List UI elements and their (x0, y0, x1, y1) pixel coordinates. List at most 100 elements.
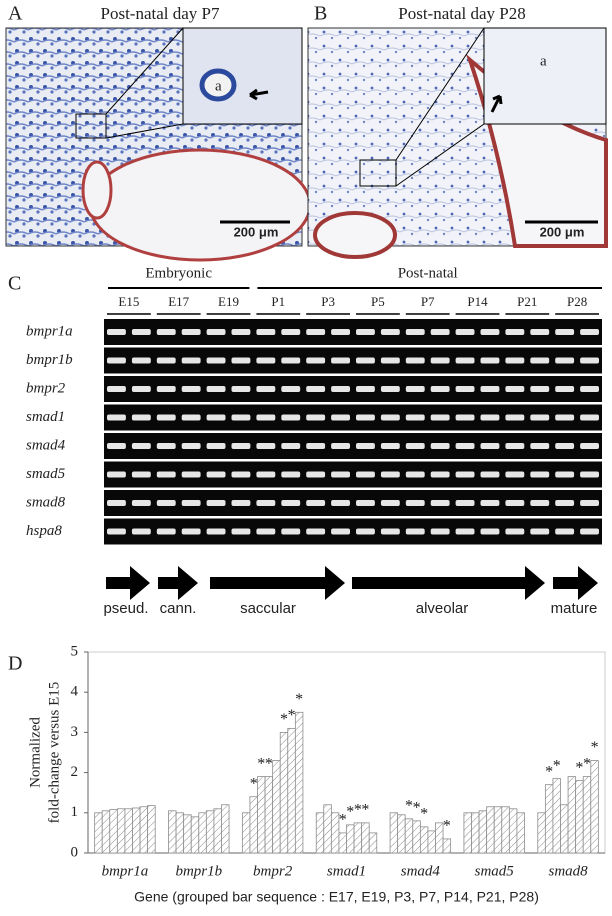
inset-label: a (540, 53, 547, 69)
phase-arrow (553, 566, 598, 600)
bar (323, 804, 332, 854)
band (206, 471, 226, 478)
significance-label: * (405, 798, 413, 815)
panel-label: A (8, 3, 23, 25)
band (181, 386, 201, 392)
band (181, 357, 201, 364)
band (181, 500, 201, 506)
x-tick-label: bmpr1b (175, 863, 222, 879)
significance-label: * (288, 707, 296, 724)
band (455, 329, 475, 335)
band (555, 386, 575, 392)
bar (544, 784, 554, 854)
phase-arrow (158, 566, 198, 600)
stage-label: P14 (467, 294, 488, 309)
bar (419, 826, 429, 854)
bar-chart: D 0 1 2 3 4 5 Normalized fold-change versus E15 b… (8, 643, 606, 905)
band (480, 357, 500, 364)
band (405, 357, 425, 364)
band (480, 386, 500, 392)
band (206, 528, 226, 535)
bar (205, 810, 215, 854)
band (231, 443, 251, 449)
bar (190, 816, 200, 854)
bar (132, 807, 141, 854)
band (430, 528, 450, 535)
bar (493, 806, 503, 854)
significance-label: * (575, 759, 583, 776)
bar (198, 812, 207, 854)
bar (427, 830, 436, 854)
phase-label: saccular (240, 600, 296, 617)
band (256, 471, 276, 478)
band (455, 443, 475, 449)
panel-label: C (8, 273, 21, 295)
significance-label: * (346, 804, 354, 821)
panel-label: D (8, 653, 22, 675)
bar (241, 812, 251, 854)
band (530, 500, 550, 506)
band (580, 443, 599, 449)
bar (389, 812, 399, 854)
significance-label: * (257, 755, 265, 772)
band (107, 414, 126, 421)
bar (279, 732, 289, 854)
band (480, 500, 500, 506)
band (156, 386, 176, 392)
bar (94, 812, 103, 854)
band (181, 528, 201, 535)
band (356, 386, 375, 392)
band (555, 443, 575, 449)
band (256, 386, 276, 392)
band (131, 357, 151, 364)
band (231, 329, 251, 335)
band (256, 528, 276, 535)
band (331, 443, 350, 449)
band (480, 528, 500, 535)
stage-label: E19 (218, 294, 239, 309)
significance-label: * (443, 818, 451, 835)
band (156, 329, 176, 335)
band (380, 528, 400, 535)
band (181, 414, 201, 421)
bar (590, 760, 599, 854)
band (156, 443, 176, 449)
band (256, 357, 276, 364)
x-tick-label: smad1 (327, 863, 366, 879)
band (356, 443, 375, 449)
phase-arrow (210, 566, 345, 600)
band (231, 500, 251, 506)
band (580, 357, 599, 364)
band (405, 500, 425, 506)
x-axis-label: Gene (grouped bar sequence : E17, E19, P… (134, 889, 539, 905)
bar (294, 711, 304, 854)
stage-label: P5 (371, 294, 385, 309)
bar (463, 812, 472, 854)
band (331, 329, 350, 335)
gel-row (104, 319, 602, 345)
panel-title: Post-natal day P7 (101, 4, 220, 23)
gene-label: hspa8 (26, 523, 62, 539)
band (455, 386, 475, 392)
band (380, 329, 400, 335)
gel-panel: Embryonic Post-natal E15 E17 E19 P1 P3 P5 P7 P14 P… (26, 265, 602, 617)
bar (486, 806, 495, 854)
gene-label: bmpr1a (26, 323, 73, 339)
band (206, 414, 226, 421)
band (530, 357, 550, 364)
vessel (81, 160, 113, 220)
band (580, 386, 599, 392)
band (206, 500, 226, 506)
band (231, 528, 251, 535)
band (356, 528, 375, 535)
band (480, 414, 500, 421)
band (306, 386, 326, 392)
significance-label: * (361, 802, 369, 819)
phase-label: mature (551, 600, 598, 617)
band (306, 471, 326, 478)
band (107, 357, 126, 364)
bar (264, 776, 274, 854)
bar (552, 778, 561, 854)
band (555, 329, 575, 335)
band (505, 500, 525, 506)
